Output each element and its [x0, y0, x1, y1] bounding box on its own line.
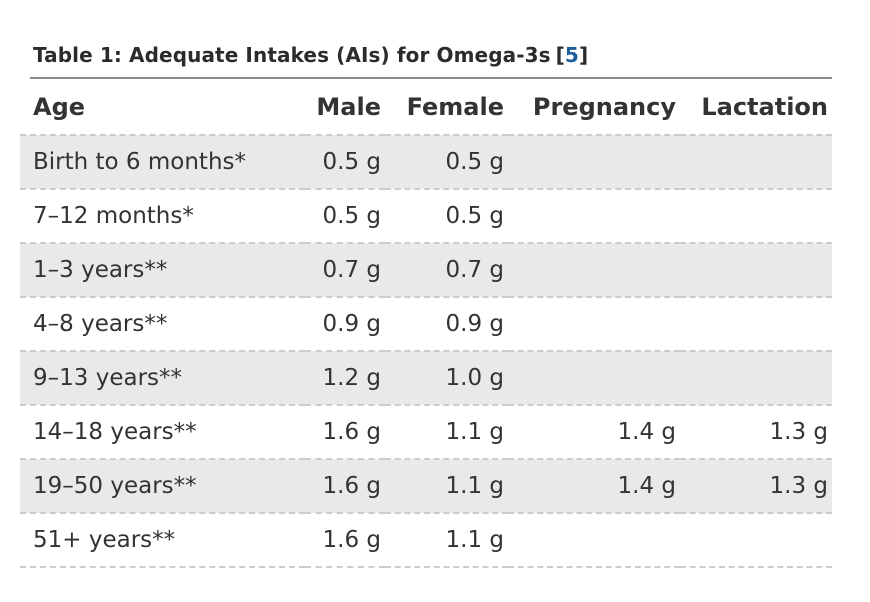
male-cell: 1.2 g [322, 365, 382, 391]
table-row: 14–18 years** 1.6 g 1.1 g 1.4 g 1.3 g [20, 405, 832, 459]
female-cell: 0.9 g [445, 311, 505, 337]
column-header-male: Male [316, 92, 381, 121]
header-row: Age Male Female Pregnancy Lactation [20, 79, 832, 135]
age-cell: 14–18 years** [33, 419, 197, 445]
female-cell: 1.1 g [445, 527, 505, 553]
title-divider [30, 77, 832, 79]
pregnancy-cell [508, 243, 680, 297]
lactation-cell [680, 297, 832, 351]
column-header-lactation: Lactation [701, 92, 828, 121]
reference-bracket-close: ] [578, 43, 589, 67]
lactation-cell [680, 513, 832, 567]
lactation-cell [680, 135, 832, 189]
pregnancy-cell: 1.4 g [617, 473, 677, 499]
female-cell: 1.1 g [445, 473, 505, 499]
male-cell: 0.5 g [322, 149, 382, 175]
age-cell: 1–3 years** [33, 257, 168, 283]
table-row: 7–12 months* 0.5 g 0.5 g [20, 189, 832, 243]
pregnancy-cell [508, 351, 680, 405]
female-cell: 1.1 g [445, 419, 505, 445]
column-header-age: Age [33, 92, 86, 121]
female-cell: 0.5 g [445, 203, 505, 229]
male-cell: 0.5 g [322, 203, 382, 229]
lactation-cell: 1.3 g [769, 473, 829, 499]
column-header-female: Female [406, 92, 504, 121]
column-header-pregnancy: Pregnancy [532, 92, 676, 121]
table-title-text: Table 1: Adequate Intakes (AIs) for Omeg… [33, 43, 551, 67]
pregnancy-cell [508, 297, 680, 351]
table-row: 1–3 years** 0.7 g 0.7 g [20, 243, 832, 297]
reference-link[interactable]: 5 [564, 43, 579, 67]
table-row: Birth to 6 months* 0.5 g 0.5 g [20, 135, 832, 189]
lactation-cell [680, 351, 832, 405]
age-cell: 19–50 years** [33, 473, 197, 499]
lactation-cell [680, 189, 832, 243]
age-cell: Birth to 6 months* [33, 149, 247, 175]
female-cell: 0.7 g [445, 257, 505, 283]
age-cell: 4–8 years** [33, 311, 168, 337]
age-cell: 51+ years** [33, 527, 176, 553]
pregnancy-cell [508, 189, 680, 243]
age-cell: 7–12 months* [33, 203, 194, 229]
pregnancy-cell [508, 135, 680, 189]
reference-bracket-open: [ [555, 43, 565, 67]
lactation-cell [680, 243, 832, 297]
pregnancy-cell [508, 513, 680, 567]
citation-reference: [5] [556, 43, 589, 67]
male-cell: 1.6 g [322, 527, 382, 553]
table-row: 9–13 years** 1.2 g 1.0 g [20, 351, 832, 405]
pregnancy-cell: 1.4 g [617, 419, 677, 445]
adequate-intakes-table: Age Male Female Pregnancy Lactation Birt… [20, 79, 832, 568]
female-cell: 1.0 g [445, 365, 505, 391]
female-cell: 0.5 g [445, 149, 505, 175]
male-cell: 1.6 g [322, 419, 382, 445]
table-row: 19–50 years** 1.6 g 1.1 g 1.4 g 1.3 g [20, 459, 832, 513]
table-title: Table 1: Adequate Intakes (AIs) for Omeg… [33, 42, 852, 68]
lactation-cell: 1.3 g [769, 419, 829, 445]
age-cell: 9–13 years** [33, 365, 183, 391]
table-row: 4–8 years** 0.9 g 0.9 g [20, 297, 832, 351]
male-cell: 0.9 g [322, 311, 382, 337]
male-cell: 1.6 g [322, 473, 382, 499]
male-cell: 0.7 g [322, 257, 382, 283]
table-row: 51+ years** 1.6 g 1.1 g [20, 513, 832, 567]
